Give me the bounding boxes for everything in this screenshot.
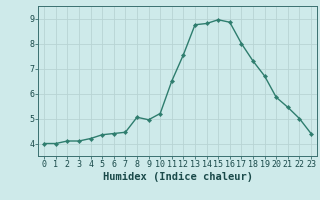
X-axis label: Humidex (Indice chaleur): Humidex (Indice chaleur) — [103, 172, 252, 182]
